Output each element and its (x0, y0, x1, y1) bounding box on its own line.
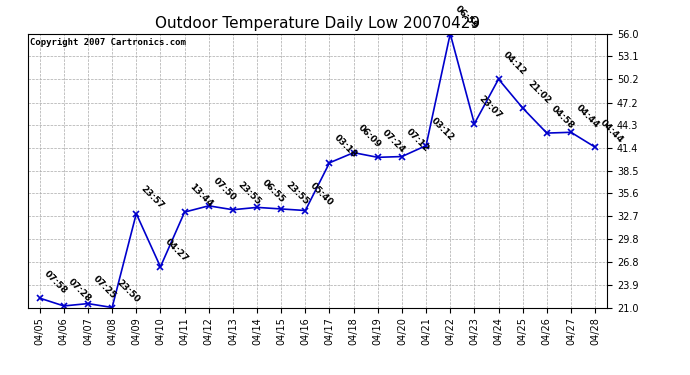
Text: 04:27: 04:27 (164, 237, 190, 264)
Text: 21:02: 21:02 (526, 79, 552, 105)
Text: 04:44: 04:44 (574, 103, 600, 129)
Text: 23:55: 23:55 (284, 180, 310, 206)
Text: 07:12: 07:12 (405, 127, 431, 154)
Text: 07:25: 07:25 (91, 274, 117, 301)
Text: 04:58: 04:58 (550, 104, 576, 130)
Text: 06:55: 06:55 (260, 178, 286, 205)
Text: 07:28: 07:28 (67, 276, 93, 303)
Text: 23:50: 23:50 (115, 278, 141, 305)
Text: 23:55: 23:55 (236, 180, 262, 207)
Text: 23:07: 23:07 (477, 94, 504, 121)
Title: Outdoor Temperature Daily Low 20070429: Outdoor Temperature Daily Low 20070429 (155, 16, 480, 31)
Text: 04:44: 04:44 (598, 118, 624, 144)
Text: 07:58: 07:58 (43, 269, 69, 296)
Text: 13:44: 13:44 (188, 183, 214, 209)
Text: 06:09: 06:09 (357, 123, 383, 150)
Text: 06:59: 06:59 (453, 4, 480, 31)
Text: 07:24: 07:24 (381, 128, 407, 154)
Text: 03:12: 03:12 (429, 116, 455, 143)
Text: 07:50: 07:50 (212, 177, 238, 203)
Text: Copyright 2007 Cartronics.com: Copyright 2007 Cartronics.com (30, 38, 186, 47)
Text: 05:40: 05:40 (308, 181, 335, 208)
Text: 03:18: 03:18 (333, 134, 359, 160)
Text: 23:57: 23:57 (139, 184, 166, 211)
Text: 04:12: 04:12 (502, 50, 528, 76)
